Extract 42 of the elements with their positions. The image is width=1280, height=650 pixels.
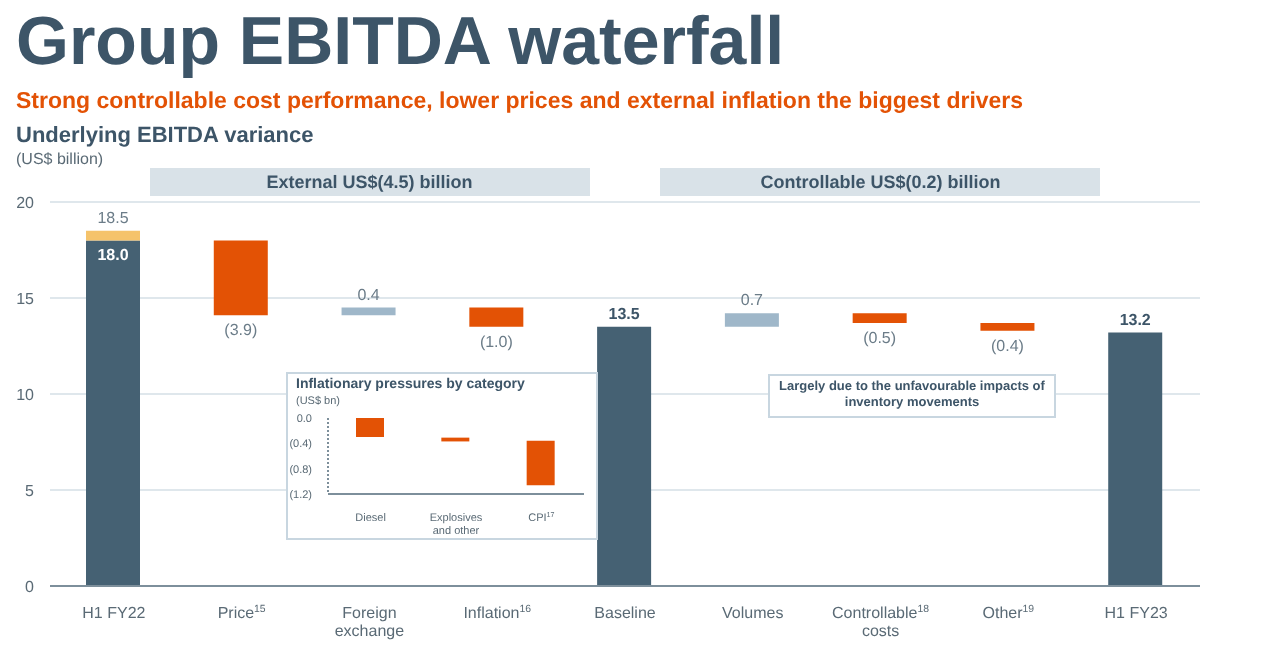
bar xyxy=(1108,332,1163,586)
bar xyxy=(356,418,384,437)
x-tick-label: Volumes xyxy=(722,604,784,622)
text: External US$(4.5) billion xyxy=(149,168,590,196)
data-label: (0.4) xyxy=(990,336,1025,355)
bar xyxy=(724,313,779,327)
chart-subtitle: Strong controllable cost performance, lower prices and external inflation the biggest drivers xyxy=(16,90,1024,114)
bar xyxy=(469,307,524,327)
data-label: 0.7 xyxy=(740,291,765,310)
bar xyxy=(341,307,396,316)
x-tick-label: Foreign exchange xyxy=(334,604,406,641)
text: Underlying EBITDA variance xyxy=(16,124,314,148)
bar xyxy=(980,322,1035,331)
bar xyxy=(86,240,140,586)
data-label: 0.4 xyxy=(357,285,381,304)
x-tick-label: Other$^{19}$ xyxy=(982,604,1035,622)
y-tick-label: 5 xyxy=(25,481,36,500)
data-label: 13.2 xyxy=(1119,310,1152,329)
y-tick-label: 20 xyxy=(16,193,36,212)
x-tick-label: H1 FY23 xyxy=(1104,604,1169,622)
y-tick-label: 15 xyxy=(16,289,36,308)
y-tick-label: 0 xyxy=(25,577,36,596)
bar xyxy=(852,313,907,323)
data-label: (1.0) xyxy=(479,332,514,351)
chart-title: Group EBITDA waterfall xyxy=(16,4,785,82)
data-label: 18.5 xyxy=(97,208,130,227)
data-label: (3.9) xyxy=(224,321,258,340)
bar xyxy=(213,240,268,316)
x-tick-label: Baseline xyxy=(594,604,657,622)
y-axis-title: (US$ billion) xyxy=(16,150,104,168)
text: Controllable US$(0.2) billion xyxy=(660,168,1101,196)
bar xyxy=(86,230,140,241)
y-tick-label: 10 xyxy=(16,385,36,404)
bar xyxy=(526,440,555,486)
data-label: (0.5) xyxy=(863,328,897,347)
category-label: Controllable$^{18}$ costs xyxy=(832,604,930,641)
x-tick-label: Inflation$^{16}$ xyxy=(463,604,532,622)
x-tick-label: H1 FY22 xyxy=(82,604,147,622)
x-tick-label: Price$^{15}$ xyxy=(217,604,266,622)
bar xyxy=(597,326,652,586)
data-label: 13.5 xyxy=(608,304,641,323)
data-label: 18.0 xyxy=(97,246,130,265)
